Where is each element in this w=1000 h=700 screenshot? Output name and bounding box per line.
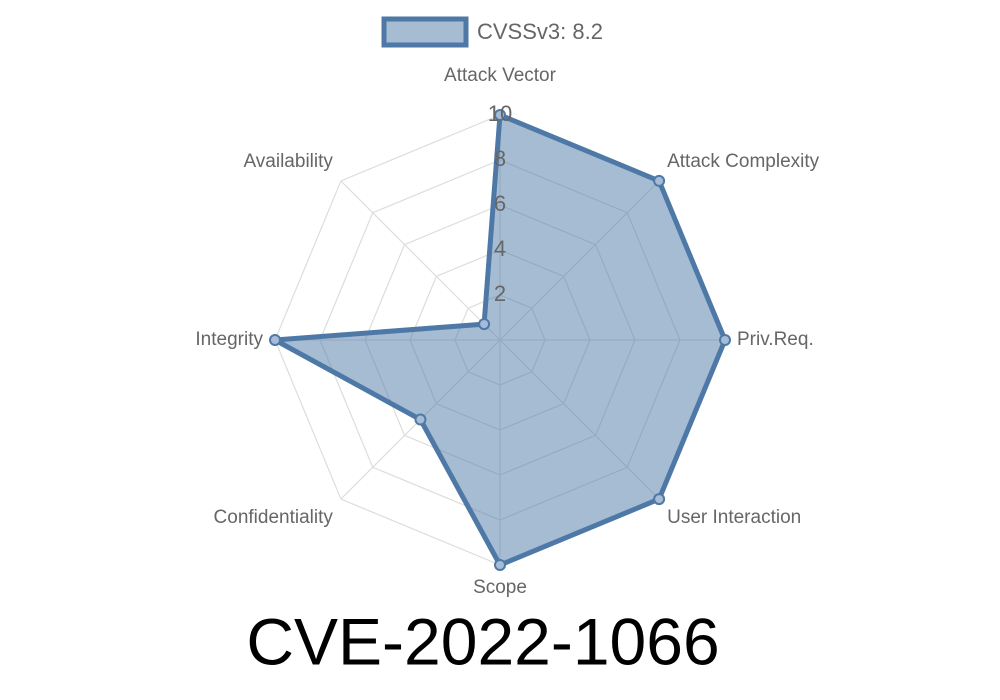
axis-label: Integrity xyxy=(195,329,263,350)
data-point xyxy=(653,493,666,506)
r-tick-label: 4 xyxy=(494,236,506,261)
data-point xyxy=(269,334,281,346)
axis-label: User Interaction xyxy=(667,507,801,528)
axis-label: Attack Complexity xyxy=(667,151,820,172)
axis-label: Availability xyxy=(243,151,333,172)
r-tick-label: 10 xyxy=(488,101,512,126)
chart-title: CVE-2022-1066 xyxy=(246,604,719,678)
legend-swatch xyxy=(381,16,469,48)
data-point xyxy=(478,318,491,331)
r-tick-label: 6 xyxy=(494,191,506,216)
data-point xyxy=(719,334,731,346)
axis-label: Confidentiality xyxy=(214,507,334,528)
legend-label: CVSSv3: 8.2 xyxy=(477,19,603,44)
r-tick-label: 2 xyxy=(494,281,506,306)
data-point xyxy=(414,413,427,426)
spoke xyxy=(340,180,501,341)
data-point xyxy=(653,174,666,187)
data-point xyxy=(494,109,506,121)
data-point xyxy=(494,559,506,571)
axis-label: Priv.Req. xyxy=(737,329,814,350)
axis-label: Scope xyxy=(473,577,527,598)
r-tick-label: 8 xyxy=(494,146,506,171)
axis-label: Attack Vector xyxy=(444,65,557,86)
